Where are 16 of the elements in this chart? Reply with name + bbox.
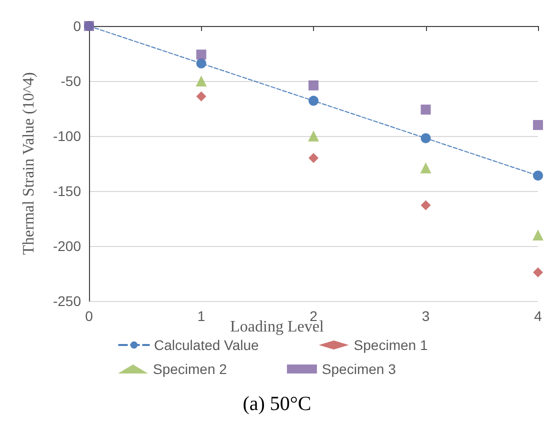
y-tick-label: -150 [52,183,82,199]
x-tick-label: 3 [422,308,430,324]
y-tick-label: -100 [52,128,82,144]
y-tick-label: -50 [60,73,82,89]
x-tick-label: 0 [85,308,94,324]
y-tick-label: -200 [52,238,82,254]
legend-label: Specimen 3 [322,361,396,377]
legend-label: Specimen 2 [153,361,228,377]
x-tick-label: 4 [534,308,542,324]
y-tick-label: 0 [73,18,82,34]
legend-label: Specimen 1 [354,337,428,353]
legend-label: Calculated Value [154,337,260,353]
y-axis-title: Thermal Strain Value (10^4) [20,72,38,255]
x-tick-label: 1 [197,308,206,324]
text: (a) 50°C [242,393,312,415]
y-tick-label: -250 [52,293,82,309]
